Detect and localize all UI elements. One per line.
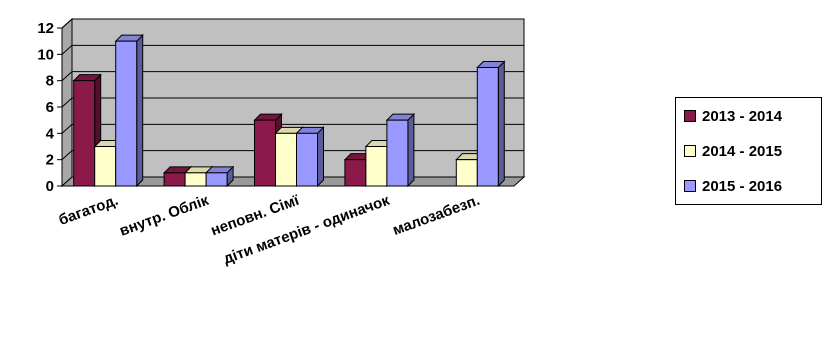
bar-2-0 — [115, 40, 138, 187]
gridline — [61, 18, 524, 29]
y-tick-label: 2 — [46, 152, 54, 169]
category-label: діти матерів - одиначок — [221, 192, 392, 268]
bar-0-2 — [254, 119, 276, 187]
category-label: внутр. Облік — [117, 192, 211, 240]
y-tick-label: 0 — [46, 178, 54, 195]
y-axis-ticks: 0 2 4 6 8 10 12 — [37, 20, 54, 195]
category-label: малозабезп. — [390, 192, 482, 239]
bar-1-0 — [94, 146, 117, 187]
legend-label: 2014 - 2015 — [702, 142, 783, 160]
bar-2-3-side — [407, 112, 415, 188]
bar-2-0-side — [136, 33, 144, 188]
legend-swatch — [684, 145, 696, 157]
bar-2-2 — [296, 132, 318, 187]
bar-0-0 — [73, 80, 96, 187]
bar-1-3 — [365, 146, 388, 187]
axes — [61, 28, 514, 187]
y-tick-label: 12 — [37, 20, 54, 37]
gridline — [61, 97, 524, 108]
legend-item-2014-2015: 2014 - 2015 — [684, 141, 782, 161]
y-tick-label: 4 — [46, 125, 55, 142]
bar-1-4 — [455, 159, 478, 187]
legend-item-2013-2014: 2013 - 2014 — [684, 106, 782, 126]
bar-0-3 — [344, 159, 367, 187]
y-tick-label: 8 — [46, 73, 54, 90]
y-tick-label: 10 — [37, 46, 54, 63]
legend: 2013 - 2014 2014 - 2015 2015 - 2016 — [675, 97, 822, 205]
bar-1-2 — [275, 132, 297, 187]
bar-2-4 — [476, 67, 499, 187]
bar-2-4-side — [497, 60, 505, 188]
gridline — [61, 44, 524, 55]
y-tick-label: 6 — [46, 99, 54, 116]
gridline — [61, 71, 524, 82]
legend-swatch — [684, 180, 696, 192]
bar-1-1 — [184, 172, 207, 187]
category-label: багатод. — [56, 192, 120, 229]
gridline — [61, 123, 524, 134]
legend-label: 2015 - 2016 — [702, 177, 783, 195]
legend-swatch — [684, 110, 696, 122]
legend-item-2015-2016: 2015 - 2016 — [684, 176, 782, 196]
bar-2-2-side — [317, 126, 324, 188]
bars — [72, 33, 506, 188]
bar-2-3 — [386, 119, 409, 187]
bar-2-1 — [205, 172, 228, 187]
bar-0-1 — [163, 172, 186, 187]
legend-label: 2013 - 2014 — [702, 107, 783, 125]
